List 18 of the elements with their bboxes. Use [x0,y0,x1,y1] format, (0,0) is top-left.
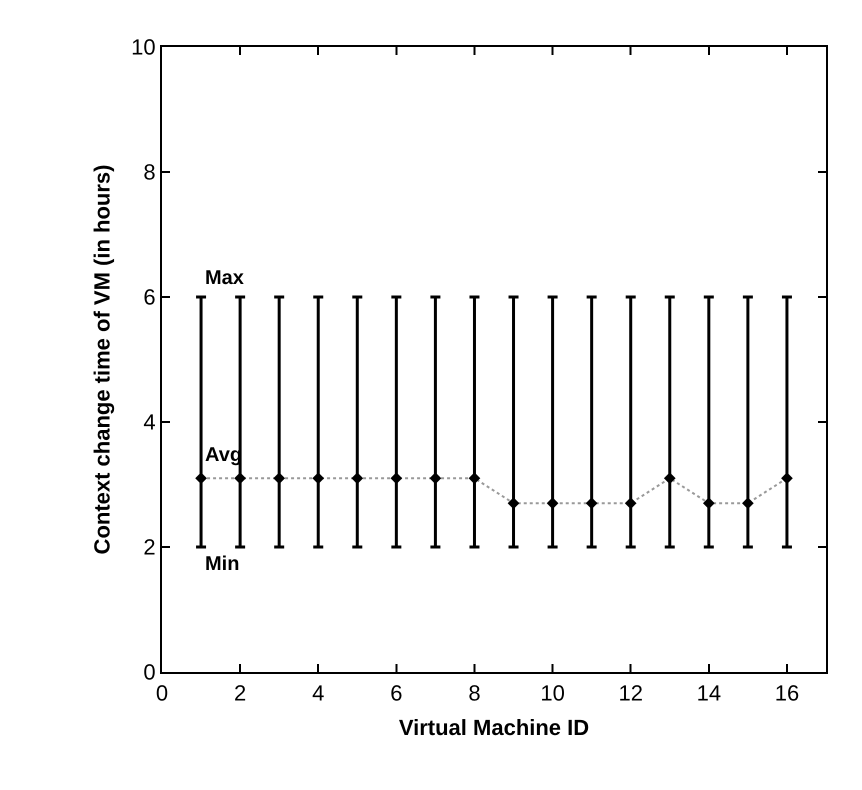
x-tick-label: 4 [312,680,324,706]
x-tick-label: 8 [468,680,481,706]
annotation: Min [205,553,240,575]
y-axis-title: Context change time of VM (in hours) [89,164,114,554]
annotation: Max [205,267,244,289]
y-tick-label: 8 [143,160,156,185]
x-tick-label: 2 [234,680,246,706]
y-tick-label: 2 [143,534,156,560]
y-tick-label: 4 [143,410,156,435]
x-axis-title: Virtual Machine ID [398,714,590,740]
x-tick-label: 14 [696,680,722,706]
y-tick-label: 0 [143,660,156,685]
x-tick-label: 16 [774,680,800,706]
y-tick-label: 10 [131,34,156,60]
x-tick-label: 10 [540,680,565,706]
x-tick-label: 12 [618,680,643,706]
x-tick-label: 6 [390,680,402,706]
y-tick-label: 6 [143,284,156,310]
